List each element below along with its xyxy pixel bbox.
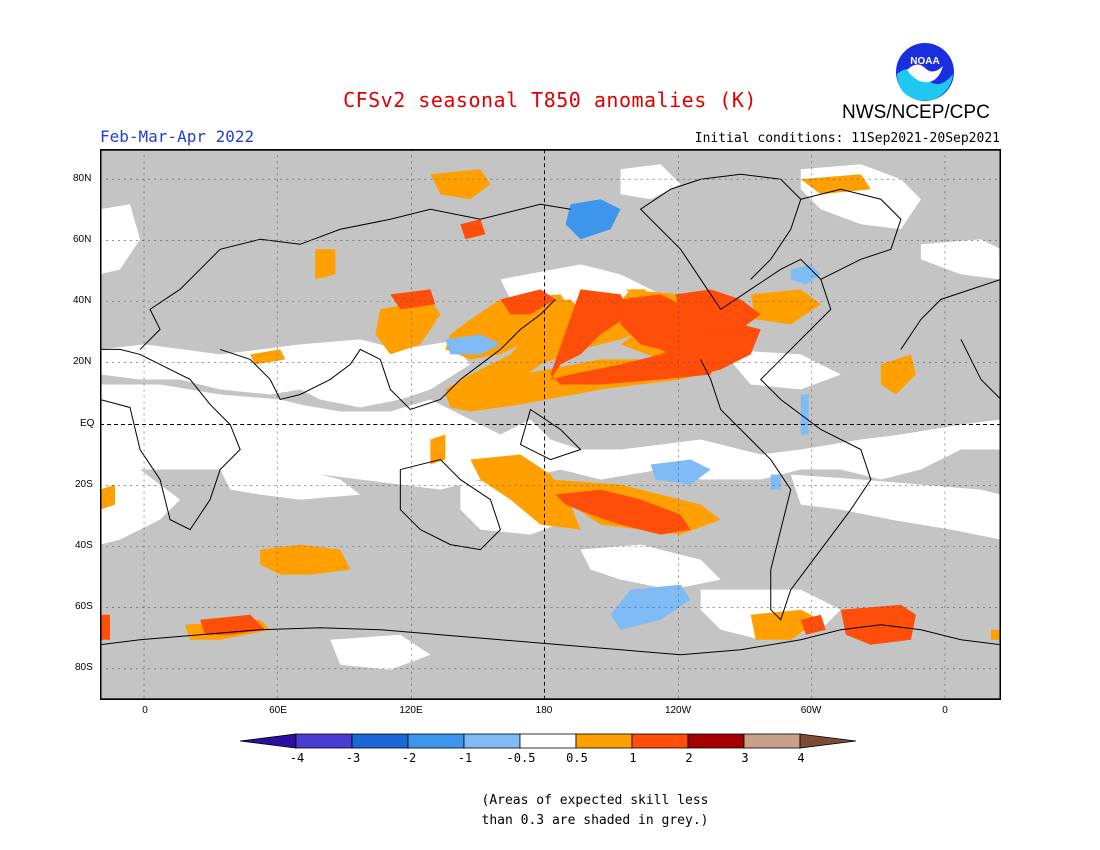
season-label: Feb-Mar-Apr 2022 xyxy=(100,127,255,146)
skill-footnote-line: than 0.3 are shaded in grey.) xyxy=(481,813,709,828)
color-legend xyxy=(239,733,862,767)
lat-label: 80N xyxy=(73,173,92,184)
legend-swatch xyxy=(463,733,521,749)
legend-swatch xyxy=(799,733,857,749)
legend-swatch xyxy=(351,733,409,749)
lon-label: 120W xyxy=(664,705,692,716)
legend-tick-label: 3 xyxy=(741,751,749,765)
lat-label: 20N xyxy=(73,356,92,367)
skill-footnote-line: (Areas of expected skill less xyxy=(481,793,709,808)
lat-label: 20S xyxy=(75,479,93,490)
legend-swatch xyxy=(295,733,353,749)
legend-swatch xyxy=(687,733,745,749)
legend-colorbar xyxy=(239,733,857,749)
legend-tick-label: -2 xyxy=(401,751,417,765)
legend-swatch xyxy=(239,733,297,749)
grid-lines xyxy=(100,149,1001,700)
coastlines xyxy=(99,173,1002,656)
lon-label: 0 xyxy=(142,705,148,716)
lon-label: 120E xyxy=(399,705,423,716)
noaa-logo: NOAA xyxy=(893,40,957,104)
legend-tick-label: -0.5 xyxy=(506,751,536,765)
lat-label: 60N xyxy=(73,234,92,245)
legend-tick-label: -4 xyxy=(289,751,305,765)
legend-swatch xyxy=(519,733,577,749)
legend-tick-label: -3 xyxy=(345,751,361,765)
map-svg xyxy=(99,148,1002,701)
lat-label: 40N xyxy=(73,295,92,306)
legend-tick-label: 1 xyxy=(629,751,637,765)
legend-tick-label: 0.5 xyxy=(566,751,588,765)
legend-tick-label: 2 xyxy=(685,751,693,765)
chart-title: CFSv2 seasonal T850 anomalies (K) xyxy=(343,88,757,112)
anomaly-map xyxy=(99,148,1002,701)
legend-swatch xyxy=(743,733,801,749)
legend-tick-label: -1 xyxy=(457,751,473,765)
lat-label: EQ xyxy=(80,418,95,429)
map-frame xyxy=(99,148,1002,701)
noaa-logo-text: NOAA xyxy=(910,56,939,67)
legend-swatch xyxy=(631,733,689,749)
skill-footnote: (Areas of expected skill less than 0.3 a… xyxy=(0,791,1100,831)
legend-swatch xyxy=(575,733,633,749)
organization-label: NWS/NCEP/CPC xyxy=(842,102,990,123)
lon-label: 0 xyxy=(942,705,948,716)
legend-swatch xyxy=(407,733,465,749)
lat-label: 80S xyxy=(75,662,93,673)
initial-conditions-label: Initial conditions: 11Sep2021-20Sep2021 xyxy=(694,131,1000,146)
anomaly-negative-regions xyxy=(445,199,821,630)
lon-label: 60W xyxy=(800,705,822,716)
lat-label: 40S xyxy=(75,540,93,551)
reference-lines xyxy=(100,149,1001,700)
lon-label: 60E xyxy=(269,705,287,716)
anomaly-1-2-regions xyxy=(100,219,916,645)
legend-tick-label: 4 xyxy=(797,751,805,765)
lon-label: 180 xyxy=(535,705,553,716)
lat-label: 60S xyxy=(75,601,93,612)
